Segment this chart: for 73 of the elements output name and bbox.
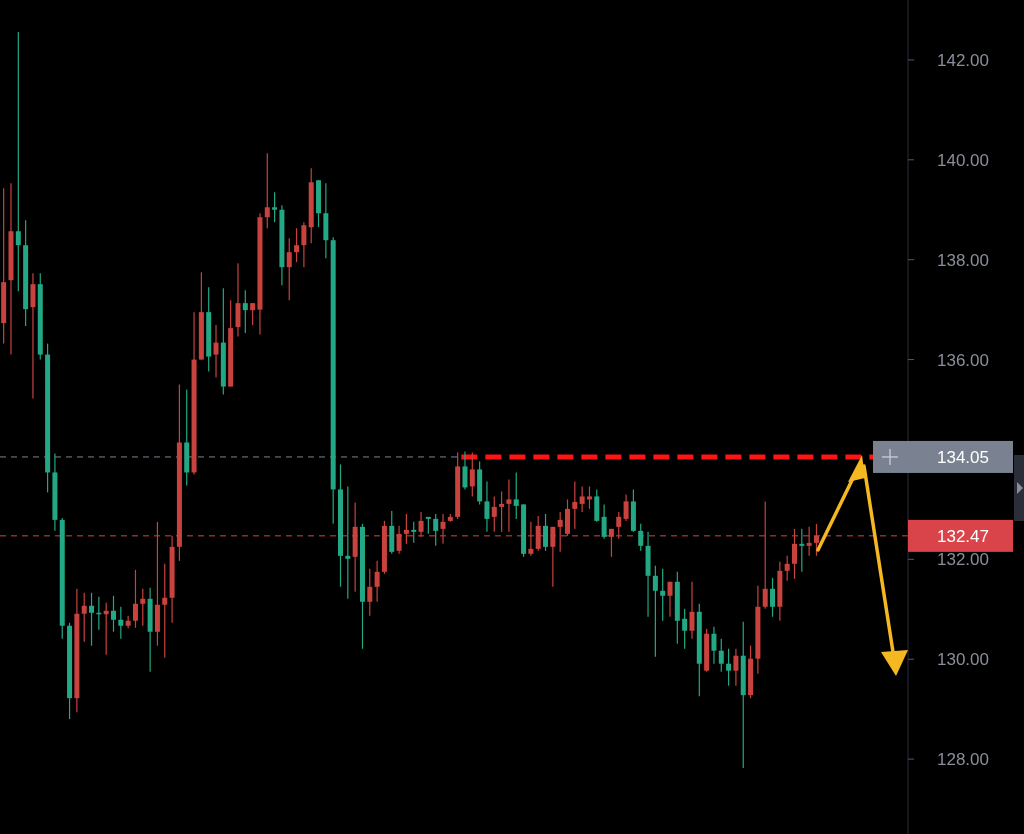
candlestick xyxy=(543,513,549,552)
ref-line-label: 134.05 xyxy=(937,447,989,467)
candlestick xyxy=(652,565,658,658)
candlestick xyxy=(264,152,270,229)
candlestick xyxy=(242,289,248,334)
candlestick xyxy=(513,471,519,520)
candlestick xyxy=(572,480,578,530)
candlestick xyxy=(689,581,695,640)
candlestick xyxy=(374,560,380,603)
candlestick xyxy=(469,451,475,497)
candlestick xyxy=(367,568,373,617)
candlestick xyxy=(718,638,724,673)
candlestick xyxy=(711,626,717,665)
y-tick-label: 136.00 xyxy=(937,350,989,370)
candlestick xyxy=(418,511,424,538)
candlestick xyxy=(286,237,292,301)
candlestick xyxy=(770,577,776,618)
y-tick-label: 142.00 xyxy=(937,50,989,70)
candlestick xyxy=(550,526,556,588)
candlestick xyxy=(411,521,417,544)
candlestick xyxy=(484,480,490,533)
y-tick-label: 132.00 xyxy=(937,550,989,570)
candlestick xyxy=(784,555,790,582)
candlestick xyxy=(799,528,805,573)
candlestick xyxy=(660,568,666,622)
candlestick xyxy=(433,513,439,547)
candlestick xyxy=(762,500,768,610)
candlestick xyxy=(132,569,138,629)
candlestick xyxy=(616,511,622,540)
candlestick xyxy=(118,606,124,640)
candlestick xyxy=(301,221,307,268)
candlestick xyxy=(608,528,614,558)
y-tick-label: 138.00 xyxy=(937,250,989,270)
candlestick xyxy=(667,581,673,618)
candlestick xyxy=(535,515,541,552)
candlestick xyxy=(403,513,409,545)
candlestick xyxy=(499,490,505,533)
candlestick xyxy=(682,608,688,650)
candlestick xyxy=(294,227,300,263)
candlestick xyxy=(125,615,131,629)
candlestick xyxy=(792,528,797,580)
y-tick-label: 140.00 xyxy=(937,150,989,170)
candlestick xyxy=(250,302,256,326)
candlestick xyxy=(528,521,534,557)
candlestick xyxy=(506,478,512,533)
candlestick xyxy=(15,31,21,292)
candlestick xyxy=(272,191,278,223)
candlestick xyxy=(213,324,219,379)
candlestick xyxy=(235,262,241,338)
candlestick xyxy=(726,648,732,687)
candlestick xyxy=(813,523,819,557)
ref-line-label: 132.47 xyxy=(937,526,989,546)
candlestick xyxy=(491,495,497,533)
candlestick xyxy=(638,523,644,552)
y-tick-label: 128.00 xyxy=(937,750,989,770)
candlestick xyxy=(89,592,95,647)
candlestick xyxy=(140,588,146,627)
candlestick xyxy=(601,503,607,540)
candlestick xyxy=(30,272,36,400)
candlestick xyxy=(345,485,351,600)
candlestick xyxy=(111,595,116,633)
candlestick xyxy=(579,485,585,513)
candlestick xyxy=(462,450,468,491)
candlestick xyxy=(81,592,87,643)
candlestick xyxy=(623,493,629,522)
candlestick xyxy=(162,563,168,659)
y-tick-label: 130.00 xyxy=(937,650,989,670)
candlestick xyxy=(440,513,446,545)
candlestick xyxy=(733,648,739,687)
candlestick xyxy=(586,485,592,510)
candlestick xyxy=(806,526,812,557)
candlestick xyxy=(396,525,402,555)
candlestick xyxy=(557,511,563,553)
